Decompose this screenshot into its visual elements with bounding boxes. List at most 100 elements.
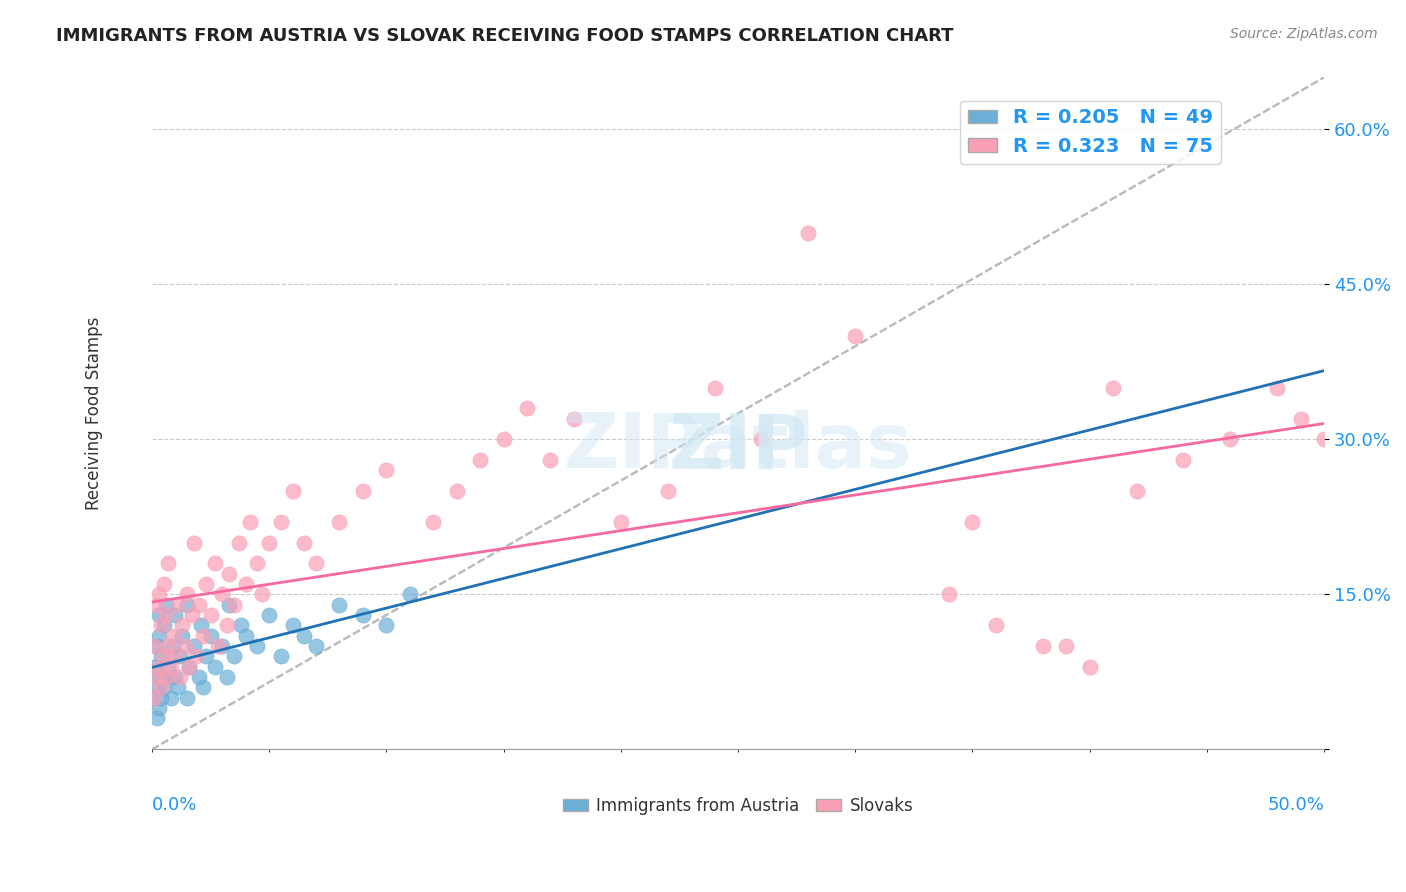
Point bbox=[492, 432, 515, 446]
Point bbox=[180, 607, 202, 622]
Point bbox=[152, 681, 174, 695]
Text: IMMIGRANTS FROM AUSTRIA VS SLOVAK RECEIVING FOOD STAMPS CORRELATION CHART: IMMIGRANTS FROM AUSTRIA VS SLOVAK RECEIV… bbox=[56, 27, 953, 45]
Point bbox=[1102, 380, 1125, 394]
Point bbox=[281, 483, 304, 498]
Point bbox=[145, 681, 167, 695]
Point bbox=[194, 649, 217, 664]
Point bbox=[143, 639, 166, 653]
Point bbox=[1313, 432, 1336, 446]
Point bbox=[844, 329, 866, 343]
Point bbox=[1173, 453, 1195, 467]
Point bbox=[962, 515, 984, 529]
Y-axis label: Receiving Food Stamps: Receiving Food Stamps bbox=[86, 317, 103, 510]
Text: ZIPatlas: ZIPatlas bbox=[564, 410, 912, 484]
Point bbox=[305, 639, 328, 653]
Point bbox=[1265, 380, 1288, 394]
Point bbox=[162, 629, 184, 643]
Point bbox=[176, 690, 198, 705]
Point bbox=[150, 618, 173, 632]
Legend: Immigrants from Austria, Slovaks: Immigrants from Austria, Slovaks bbox=[557, 790, 920, 822]
Point bbox=[159, 690, 181, 705]
Point bbox=[204, 557, 226, 571]
Point bbox=[239, 515, 262, 529]
Point bbox=[1125, 483, 1147, 498]
Point bbox=[562, 411, 585, 425]
Point bbox=[157, 659, 180, 673]
Point bbox=[169, 670, 191, 684]
Point bbox=[218, 598, 240, 612]
Point bbox=[150, 690, 173, 705]
Point bbox=[305, 557, 328, 571]
Point bbox=[281, 618, 304, 632]
Point bbox=[143, 659, 166, 673]
Point bbox=[352, 607, 374, 622]
Point bbox=[446, 483, 468, 498]
Point bbox=[222, 649, 245, 664]
Point bbox=[157, 557, 180, 571]
Point bbox=[172, 629, 194, 643]
Point bbox=[375, 618, 398, 632]
Point bbox=[211, 639, 233, 653]
Point bbox=[148, 670, 170, 684]
Point bbox=[187, 670, 209, 684]
Point bbox=[152, 577, 174, 591]
Point bbox=[292, 629, 315, 643]
Point bbox=[152, 618, 174, 632]
Point bbox=[173, 639, 195, 653]
Point bbox=[235, 629, 257, 643]
Point bbox=[938, 587, 960, 601]
Point bbox=[215, 618, 238, 632]
Point bbox=[235, 577, 257, 591]
Point bbox=[703, 380, 725, 394]
Point bbox=[148, 701, 170, 715]
Point bbox=[1054, 639, 1077, 653]
Point bbox=[157, 639, 180, 653]
Point bbox=[200, 607, 222, 622]
Point bbox=[200, 629, 222, 643]
Point bbox=[257, 607, 280, 622]
Point bbox=[422, 515, 444, 529]
Point bbox=[984, 618, 1007, 632]
Point bbox=[145, 670, 167, 684]
Text: 50.0%: 50.0% bbox=[1267, 797, 1324, 814]
Point bbox=[145, 598, 167, 612]
Point bbox=[179, 659, 201, 673]
Point bbox=[150, 649, 173, 664]
Point bbox=[152, 649, 174, 664]
Point bbox=[172, 618, 194, 632]
Point bbox=[165, 607, 187, 622]
Point bbox=[148, 587, 170, 601]
Point bbox=[657, 483, 679, 498]
Point bbox=[207, 639, 229, 653]
Point bbox=[797, 226, 820, 240]
Point bbox=[143, 690, 166, 705]
Point bbox=[540, 453, 562, 467]
Point bbox=[148, 629, 170, 643]
Point bbox=[143, 690, 166, 705]
Point bbox=[145, 639, 167, 653]
Point bbox=[1289, 411, 1312, 425]
Point bbox=[229, 618, 252, 632]
Point bbox=[352, 483, 374, 498]
Point bbox=[228, 535, 250, 549]
Point bbox=[165, 670, 187, 684]
Point bbox=[246, 639, 269, 653]
Point bbox=[468, 453, 491, 467]
Point bbox=[257, 535, 280, 549]
Point bbox=[328, 515, 350, 529]
Point bbox=[218, 566, 240, 581]
Point bbox=[1032, 639, 1054, 653]
Point bbox=[176, 598, 198, 612]
Point bbox=[246, 557, 269, 571]
Point bbox=[375, 463, 398, 477]
Point bbox=[270, 649, 292, 664]
Point bbox=[250, 587, 273, 601]
Point bbox=[1078, 659, 1101, 673]
Point bbox=[145, 711, 167, 725]
Point bbox=[148, 659, 170, 673]
Point bbox=[155, 670, 177, 684]
Point bbox=[194, 577, 217, 591]
Point bbox=[328, 598, 350, 612]
Point bbox=[190, 618, 212, 632]
Point bbox=[193, 629, 215, 643]
